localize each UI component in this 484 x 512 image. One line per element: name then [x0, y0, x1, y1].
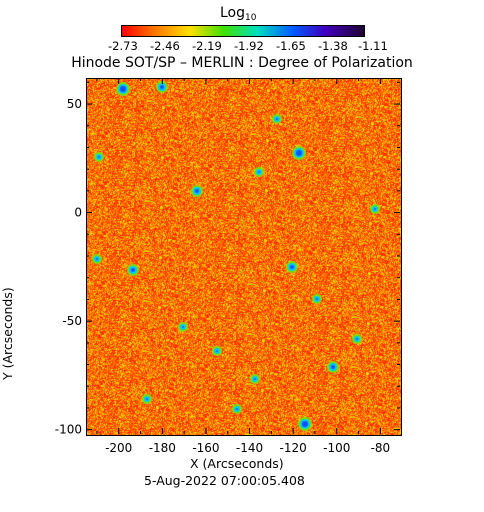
x-tick-label: -80 [371, 441, 391, 455]
x-tick-label: -180 [149, 441, 176, 455]
colorbar-tick: -1.38 [318, 39, 348, 53]
colorbar-tick: -2.19 [192, 39, 222, 53]
x-axis-label: X (Arcseconds) [190, 456, 284, 471]
y-tick-label: 0 [74, 206, 82, 220]
colorbar-tick: -1.65 [276, 39, 306, 53]
y-tick-label: -100 [55, 423, 82, 437]
colorbar-tick: -2.73 [108, 39, 138, 53]
x-ticks: -200 -180 -160 -140 -120 -100 -80 [96, 78, 391, 455]
x-tick-label: -120 [280, 441, 307, 455]
x-tick-label: -200 [105, 441, 132, 455]
y-tick-label: 50 [67, 97, 82, 111]
observation-date: 5-Aug-2022 07:00:05.408 [144, 473, 305, 488]
y-axis-label: Y (Arcseconds) [0, 287, 15, 380]
colorbar [121, 25, 365, 37]
y-ticks: 50 0 -50 -100 [55, 81, 400, 437]
colorbar-label: Log10 [220, 6, 256, 23]
plot-title: Hinode SOT/SP – MERLIN : Degree of Polar… [71, 55, 413, 71]
colorbar-tick: -1.11 [358, 39, 388, 53]
colorbar-tick: -2.46 [150, 39, 180, 53]
x-tick-label: -140 [236, 441, 263, 455]
colorbar-label-text: Log [220, 5, 246, 21]
y-tick-label: -50 [62, 314, 82, 328]
colorbar-tick: -1.92 [234, 39, 264, 53]
x-tick-label: -100 [323, 441, 350, 455]
colorbar-label-subscript: 10 [245, 13, 257, 23]
polarization-map [86, 78, 402, 436]
x-tick-label: -160 [192, 441, 219, 455]
